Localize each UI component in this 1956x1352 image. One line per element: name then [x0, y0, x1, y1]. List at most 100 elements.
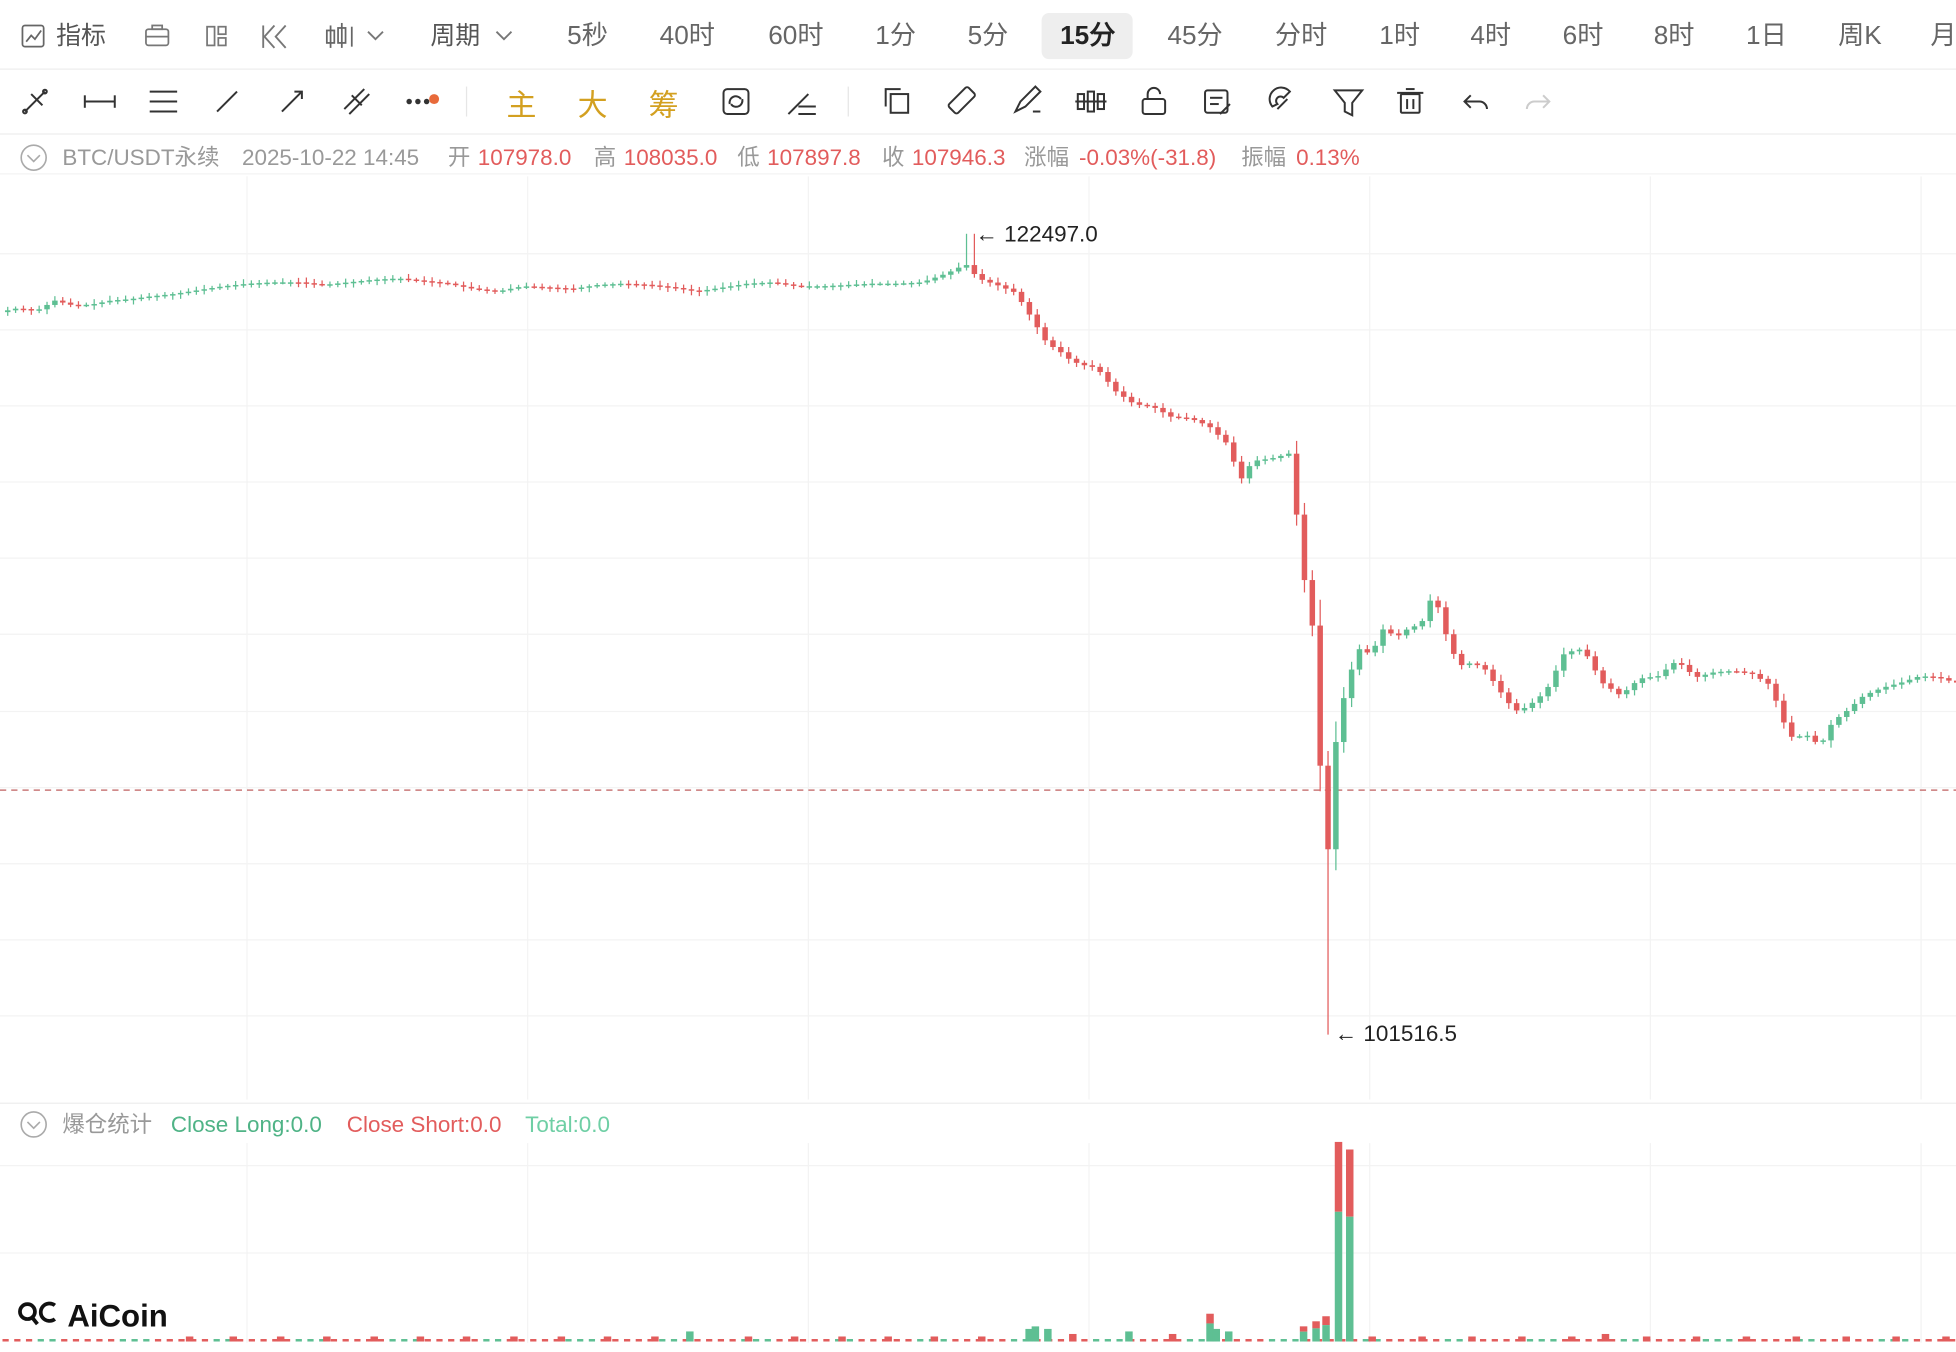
trash-icon[interactable]	[1397, 88, 1424, 114]
chip-distribution-button[interactable]: 筹	[649, 89, 679, 122]
period-tab-8[interactable]: 分时	[1275, 20, 1327, 50]
liq-bar	[377, 1339, 384, 1342]
horizontal-line-icon[interactable]	[83, 95, 116, 108]
brush-icon[interactable]	[1013, 85, 1042, 114]
liq-bar	[518, 1339, 525, 1342]
note-icon[interactable]	[1204, 89, 1231, 115]
liq-bar	[370, 1336, 378, 1342]
liq-bar	[1245, 1339, 1252, 1342]
period-tab-14[interactable]: 周K	[1838, 20, 1882, 50]
liq-bar	[686, 1331, 694, 1342]
candle-body	[500, 290, 506, 292]
candle-body	[948, 271, 954, 275]
liq-bar	[729, 1339, 736, 1342]
close-label: 收	[882, 145, 904, 170]
candle-body	[358, 280, 365, 283]
liq-bar	[237, 1339, 244, 1342]
period-tab-5[interactable]: 5分	[968, 20, 1009, 50]
replay-icon[interactable]	[722, 88, 750, 116]
liq-bar	[541, 1339, 549, 1342]
briefcase-icon[interactable]	[145, 24, 170, 47]
layout-icon[interactable]	[206, 25, 227, 47]
candle-body	[1120, 391, 1127, 397]
liq-bar	[1913, 1339, 1921, 1342]
candle-body	[1230, 442, 1237, 462]
candle-body	[468, 286, 475, 289]
liq-bar-short	[1206, 1313, 1214, 1324]
candle-body	[586, 286, 593, 288]
period-tab-13[interactable]: 1日	[1746, 20, 1787, 50]
collapse-liq-button[interactable]	[20, 1111, 47, 1138]
parallel-lines-icon[interactable]	[149, 90, 178, 113]
period-tab-7[interactable]: 45分	[1167, 20, 1222, 50]
filter-icon[interactable]	[1332, 89, 1365, 117]
liq-bar	[1163, 1339, 1170, 1342]
candle-body	[578, 287, 585, 289]
liq-bar	[823, 1339, 830, 1342]
arrow-line-icon[interactable]	[281, 90, 303, 113]
liq-bar	[1742, 1336, 1751, 1342]
liq-bar	[342, 1339, 349, 1342]
candle-body	[138, 297, 145, 300]
undo-icon[interactable]	[1463, 94, 1488, 110]
more-icon[interactable]	[406, 94, 440, 105]
liq-bar	[1397, 1339, 1405, 1342]
period-tab-9[interactable]: 1时	[1379, 20, 1420, 50]
candle-type-button[interactable]	[325, 22, 384, 48]
candle-body	[1262, 459, 1268, 461]
candle-body	[515, 287, 522, 289]
candle-body	[1616, 688, 1622, 695]
period-tab-11[interactable]: 6时	[1563, 20, 1604, 50]
period-tab-1[interactable]: 5秒	[567, 20, 608, 50]
liq-bar	[1386, 1339, 1393, 1342]
liq-bar	[651, 1336, 659, 1342]
ray-icon[interactable]	[22, 88, 48, 115]
candle-body	[1458, 653, 1465, 666]
copy-icon[interactable]	[884, 88, 910, 114]
trend-line-icon[interactable]	[216, 90, 238, 113]
liq-bar	[1597, 1339, 1604, 1342]
candle-body	[107, 300, 113, 303]
period-tab-10[interactable]: 4时	[1470, 20, 1511, 50]
candle-body	[12, 308, 19, 311]
fib-icon[interactable]	[343, 88, 370, 115]
candle-body	[979, 274, 985, 280]
rewind-icon[interactable]	[262, 24, 287, 49]
liq-bar	[25, 1339, 33, 1342]
collapse-main-button[interactable]	[20, 144, 47, 171]
liq-bar	[1601, 1333, 1610, 1342]
period-tab-3[interactable]: 60时	[768, 20, 823, 50]
redo-icon[interactable]	[1525, 94, 1551, 110]
compare-icon[interactable]	[787, 93, 816, 116]
period-tab-6[interactable]: 15分	[1060, 20, 1115, 50]
period-tab-2[interactable]: 40时	[660, 20, 715, 50]
liq-bar	[1081, 1339, 1088, 1342]
period-tab-15[interactable]: 月	[1930, 20, 1956, 50]
candle-body	[1411, 626, 1418, 630]
liq-bar	[1925, 1339, 1932, 1342]
candle-body	[1113, 381, 1119, 392]
candle-body	[908, 282, 915, 285]
magnet-icon[interactable]	[1268, 86, 1292, 110]
big-order-button[interactable]: 大	[578, 89, 608, 122]
open-label: 开	[448, 145, 470, 170]
unlock-icon[interactable]	[1141, 86, 1167, 116]
candle-body	[1954, 680, 1956, 683]
liq-bar	[905, 1339, 912, 1342]
candles-icon[interactable]	[1075, 90, 1107, 113]
candle-body	[539, 286, 545, 289]
period-tab-12[interactable]: 8时	[1654, 20, 1695, 50]
liq-bar	[154, 1339, 162, 1342]
indicator-label: 指标	[56, 22, 106, 50]
ruler-icon[interactable]	[947, 86, 976, 115]
indicator-button[interactable]: 指标	[21, 22, 106, 50]
main-chart-button[interactable]: 主	[506, 89, 536, 122]
candle-body	[413, 279, 420, 282]
candle-body	[1529, 702, 1536, 708]
liq-bar	[1526, 1339, 1534, 1342]
chevron-down-icon	[26, 154, 41, 163]
candle-body	[1513, 703, 1520, 711]
candle-body	[1380, 629, 1386, 646]
period-dropdown[interactable]: 周期	[430, 22, 513, 50]
period-tab-4[interactable]: 1分	[875, 20, 916, 50]
